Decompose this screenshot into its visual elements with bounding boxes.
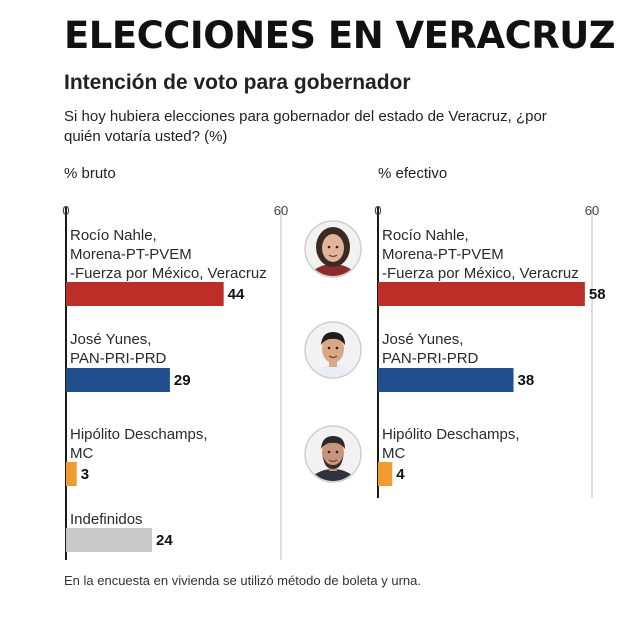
- value-label-1-0: 58: [589, 286, 606, 303]
- category-label-1-1-1: PAN-PRI-PRD: [382, 350, 479, 367]
- category-label-0-3-0: Indefinidos: [70, 511, 143, 528]
- value-label-0-3: 24: [156, 532, 173, 549]
- category-label-0-0-1: Morena-PT-PVEM: [70, 246, 192, 263]
- category-label-0-0-2: -Fuerza por México, Veracruz: [70, 265, 267, 282]
- survey-question: Si hoy hubiera elecciones para gobernado…: [64, 108, 547, 145]
- category-label-0-1-1: PAN-PRI-PRD: [70, 350, 167, 367]
- category-label-0-1-0: José Yunes,: [70, 331, 151, 348]
- category-label-1-0-0: Rocío Nahle,: [382, 227, 469, 244]
- value-label-1-2: 4: [396, 466, 405, 483]
- portrait-jose-yunes: [304, 321, 362, 379]
- value-label-0-1: 29: [174, 372, 191, 389]
- value-label-0-2: 3: [81, 466, 89, 483]
- bar-1-2: [378, 462, 393, 486]
- bar-0-3: [66, 528, 152, 552]
- bar-0-2: [66, 462, 77, 486]
- footnote: En la encuesta en vivienda se utilizó mé…: [64, 573, 422, 588]
- portrait-rocio-nahle: [304, 220, 362, 278]
- tick-label-1-1: 60: [585, 203, 599, 218]
- bar-0-0: [66, 282, 224, 306]
- bar-0-1: [66, 368, 170, 392]
- tick-label-0-1: 60: [274, 203, 288, 218]
- portrait-hipolito-deschamps-image: [304, 425, 362, 483]
- category-label-1-2-1: MC: [382, 445, 405, 462]
- panel-label-bruto: % bruto: [64, 165, 116, 182]
- portrait-jose-yunes-image: [304, 321, 362, 379]
- portrait-hipolito-deschamps: [304, 425, 362, 483]
- bar-1-1: [378, 368, 514, 392]
- chart-subtitle: Intención de voto para gobernador: [64, 71, 411, 94]
- tick-label-1-0: 0: [374, 203, 381, 218]
- portrait-rocio-nahle-image: [304, 220, 362, 278]
- value-label-0-0: 44: [228, 286, 245, 303]
- panel-label-efectivo: % efectivo: [378, 165, 448, 182]
- bar-1-0: [378, 282, 585, 306]
- page-title: ELECCIONES EN VERACRUZ: [64, 14, 616, 57]
- category-label-0-0-0: Rocío Nahle,: [70, 227, 157, 244]
- category-label-1-0-1: Morena-PT-PVEM: [382, 246, 504, 263]
- category-label-0-2-0: Hipólito Deschamps,: [70, 426, 208, 443]
- category-label-0-2-1: MC: [70, 445, 93, 462]
- category-label-1-1-0: José Yunes,: [382, 331, 463, 348]
- tick-label-0-0: 0: [62, 203, 69, 218]
- category-label-1-2-0: Hipólito Deschamps,: [382, 426, 520, 443]
- value-label-1-1: 38: [518, 372, 535, 389]
- category-label-1-0-2: -Fuerza por México, Veracruz: [382, 265, 579, 282]
